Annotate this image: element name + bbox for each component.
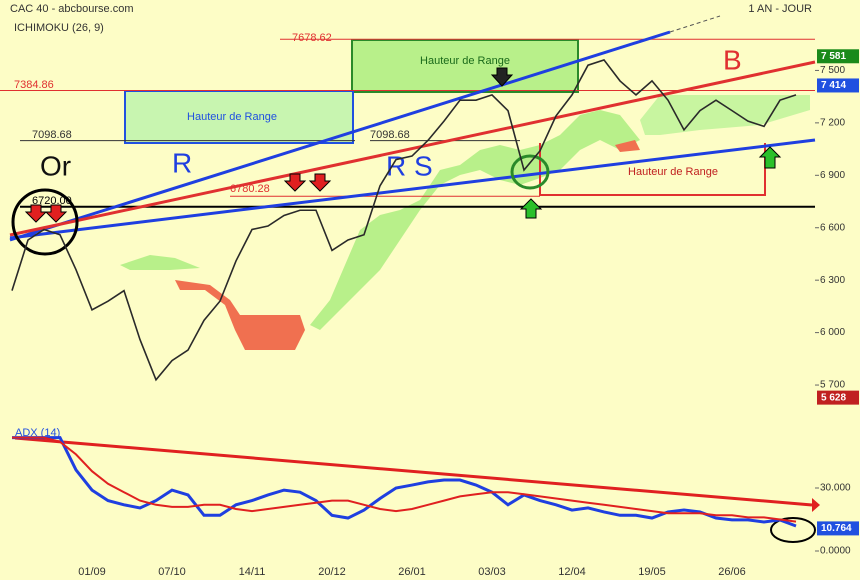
price-badge-label: 7 414 xyxy=(821,80,846,91)
source: CAC 40 - abcbourse.com xyxy=(10,3,134,15)
price-badge-label: 7 581 xyxy=(821,51,846,62)
y-tick-label: 6 000 xyxy=(820,327,845,338)
arrow xyxy=(812,498,820,512)
level-label: 6720.00 xyxy=(32,195,72,207)
y-tick-label: 7 500 xyxy=(820,65,845,76)
y-tick-label: 5 700 xyxy=(820,380,845,391)
y-tick-label: 6 600 xyxy=(820,222,845,233)
axis-panel xyxy=(815,0,860,580)
x-tick-label: 07/10 xyxy=(158,566,186,578)
indicator-title: ICHIMOKU (26, 9) xyxy=(14,22,104,34)
x-tick-label: 19/05 xyxy=(638,566,666,578)
y-tick-label: 30.000 xyxy=(820,483,851,494)
cloud xyxy=(175,280,305,350)
x-tick-label: 26/06 xyxy=(718,566,746,578)
annotation: Or xyxy=(40,150,71,181)
level-label: 7098.68 xyxy=(370,129,410,141)
trend-line xyxy=(9,30,671,242)
x-tick-label: 12/04 xyxy=(558,566,586,578)
cloud xyxy=(120,255,200,270)
y-tick-label: 0.0000 xyxy=(820,546,851,557)
circle-marker xyxy=(510,154,550,190)
x-tick-label: 14/11 xyxy=(239,566,266,578)
level-label: 7384.86 xyxy=(14,79,54,91)
price-badge xyxy=(817,390,859,405)
price-badge-label: 10.764 xyxy=(821,523,852,534)
trend-line xyxy=(9,60,816,237)
range-box xyxy=(124,90,354,144)
arrows xyxy=(24,67,782,223)
annotation: Hauteur de Range xyxy=(628,166,718,178)
indicator-title: ADX (14) xyxy=(15,427,60,439)
x-tick-label: 26/01 xyxy=(398,566,426,578)
level-label: 7678.62 xyxy=(292,32,332,44)
y-tick-label: 6 300 xyxy=(820,275,845,286)
price-badge xyxy=(817,78,859,93)
range-bracket xyxy=(539,143,766,196)
annotation: Hauteur de Range xyxy=(420,55,510,67)
x-tick-label: 03/03 xyxy=(478,566,506,578)
trend-line xyxy=(14,436,813,507)
y-tick-label: 6 900 xyxy=(820,170,845,181)
cloud xyxy=(310,110,640,330)
period: 1 AN - JOUR xyxy=(748,3,812,15)
level-label: 7098.68 xyxy=(32,129,72,141)
annotation: R xyxy=(172,147,192,178)
trend-line xyxy=(669,15,721,33)
price-badge xyxy=(817,521,859,536)
y-tick-label: 7 200 xyxy=(820,118,845,129)
price-badge xyxy=(817,49,859,64)
x-tick-label: 20/12 xyxy=(318,566,346,578)
cloud xyxy=(615,140,640,152)
price-badge-label: 5 628 xyxy=(821,392,846,403)
x-tick-label: 01/09 xyxy=(78,566,106,578)
annotation: R S xyxy=(386,150,433,181)
annotation: B xyxy=(723,44,742,75)
cloud xyxy=(640,95,810,135)
series-line xyxy=(12,436,797,523)
range-box xyxy=(351,39,579,93)
trend-line xyxy=(9,138,816,240)
series-line xyxy=(11,59,797,382)
circle-marker xyxy=(770,517,816,543)
circle-marker xyxy=(11,188,79,256)
annotation: Hauteur de Range xyxy=(187,111,277,123)
